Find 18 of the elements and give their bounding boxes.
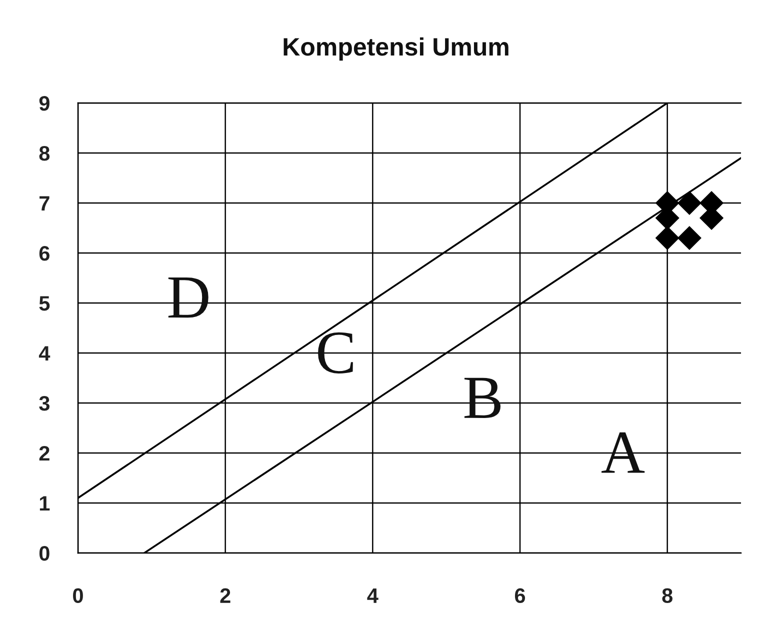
x-tick-label: 8 — [662, 588, 672, 604]
x-tick-label: 4 — [367, 588, 378, 603]
y-tick-label: 3 — [39, 396, 50, 411]
chart-title: Kompetensi Umum — [284, 37, 508, 61]
y-tick-label: 8 — [39, 146, 50, 161]
y-tick-label: 0 — [39, 546, 50, 561]
x-tick-label: 2 — [220, 588, 230, 603]
x-tick-label: 6 — [514, 588, 526, 604]
y-tick-label: 4 — [38, 346, 50, 361]
y-tick-label: 9 — [39, 96, 50, 111]
y-tick-label: 2 — [39, 446, 50, 461]
point — [677, 190, 702, 216]
y-tick-label: 6 — [39, 246, 50, 261]
y-tick-label: 5 — [39, 296, 50, 311]
y-tick-label: 1 — [40, 496, 50, 511]
y-tick-label: 7 — [40, 196, 50, 211]
x-tick-label: 0 — [73, 588, 83, 604]
point — [677, 226, 702, 250]
